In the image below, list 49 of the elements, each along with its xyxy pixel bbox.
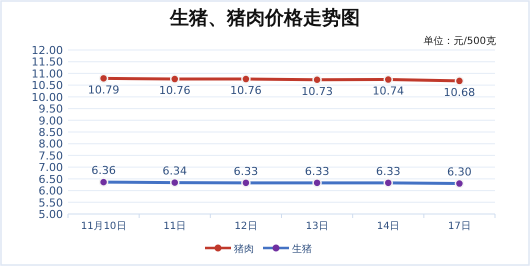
y-tick-label: 5.00 — [38, 208, 63, 221]
x-tick-label: 14日 — [376, 221, 400, 232]
text: 单位：元/500克 — [424, 35, 496, 47]
point — [98, 177, 108, 187]
data-label: 6.33 — [234, 164, 258, 178]
data-label: 10.74 — [372, 84, 404, 98]
y-tick-label: 12.00 — [32, 44, 63, 57]
point — [170, 74, 180, 84]
x-tick-label: 11日 — [163, 221, 186, 232]
y-tick-label: 6.00 — [38, 184, 63, 198]
y-tick-label: 11.00 — [32, 67, 63, 80]
x-tick-label: 12日 — [234, 221, 258, 232]
point — [384, 74, 393, 84]
data-label: 10.73 — [301, 84, 333, 98]
y-tick-label: 8.00 — [38, 138, 63, 151]
data-label: 6.36 — [91, 164, 116, 178]
point — [241, 178, 251, 188]
y-tick-label: 5.50 — [38, 196, 63, 210]
point — [454, 178, 464, 188]
point — [98, 74, 108, 84]
x-tick-label: 13日 — [306, 221, 328, 232]
x-tick-label: 17日 — [448, 221, 471, 232]
data-label: 6.33 — [304, 164, 330, 178]
data-label: 6.30 — [447, 166, 472, 179]
y-tick-label: 10.50 — [32, 79, 63, 92]
y-tick-label: 9.00 — [38, 114, 63, 128]
point — [170, 178, 180, 188]
data-label: 10.76 — [159, 84, 190, 98]
y-tick-label: 6.50 — [38, 172, 63, 186]
y-tick-label: 10.00 — [32, 90, 63, 104]
data-label: 6.34 — [162, 164, 187, 178]
y-tick-label: 9.50 — [38, 102, 63, 116]
point — [454, 76, 464, 86]
y-tick-label: 7.00 — [38, 161, 63, 174]
data-label: 10.68 — [444, 86, 476, 99]
point — [384, 178, 393, 188]
chart-title: 生猪、猪肉价格走势图 — [169, 7, 360, 29]
point — [312, 178, 322, 188]
point — [241, 74, 251, 84]
x-tick-label: 11月10日 — [80, 221, 126, 232]
y-tick-label: 7.50 — [38, 149, 63, 162]
y-tick-label: 8.50 — [38, 126, 63, 139]
y-tick-label: 11.50 — [32, 56, 63, 69]
data-label: 10.76 — [230, 84, 262, 98]
data-label: 6.33 — [376, 164, 400, 178]
legend-label: 猪肉 — [234, 243, 254, 255]
data-label: 10.79 — [88, 83, 120, 96]
legend-label: 生猪 — [292, 243, 312, 255]
point — [312, 75, 322, 85]
